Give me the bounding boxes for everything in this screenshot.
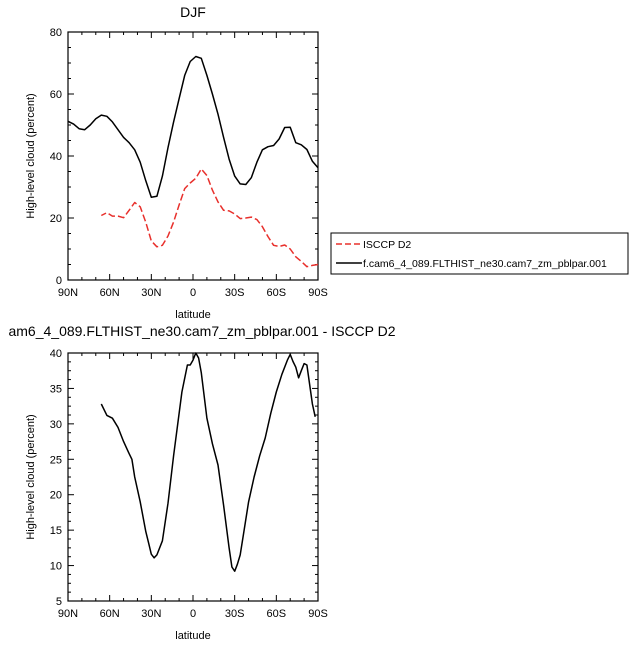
x-tick-label: 90S: [308, 287, 328, 299]
x-tick-label: 30N: [141, 608, 161, 620]
x-axis: 90N 60N 30N 0 30S 60S 90S: [58, 353, 328, 620]
x-tick-label: 90N: [58, 287, 78, 299]
x-axis-title: latitude: [175, 630, 210, 642]
y-tick-label: 60: [50, 89, 62, 101]
y-tick-label: 35: [50, 383, 62, 395]
plot-frame: [67, 352, 319, 602]
y-axis: 0 20 40 60 80: [50, 27, 318, 287]
x-tick-label: 0: [190, 608, 196, 620]
chart-panel-bottom: am6_4_089.FLTHIST_ne30.cam7_zm_pblpar.00…: [8, 323, 395, 642]
series-line-model: [67, 55, 319, 198]
y-tick-label: 25: [50, 454, 62, 466]
y-tick-label: 0: [56, 275, 62, 287]
x-tick-label: 60N: [100, 608, 120, 620]
y-tick-label: 5: [56, 596, 62, 608]
x-tick-label: 30S: [225, 287, 245, 299]
series-layer: [67, 55, 319, 268]
x-tick-label: 30N: [141, 287, 161, 299]
y-tick-label: 20: [50, 213, 62, 225]
series-line-isccp: [100, 168, 319, 268]
x-tick-label: 90N: [58, 608, 78, 620]
y-tick-label: 40: [50, 348, 62, 360]
y-tick-label: 20: [50, 490, 62, 502]
y-axis: 5 10 15 20 25 30 35 40: [50, 348, 318, 608]
y-tick-label: 15: [50, 525, 62, 537]
chart-panel-top: DJF 0 20 40 60 80 90N 60N 30N 0 30S 60S 90S latitu…: [25, 4, 328, 321]
y-tick-label: 40: [50, 151, 62, 163]
series-line-difference: [100, 352, 316, 572]
chart-title: DJF: [180, 4, 206, 20]
x-tick-label: 60S: [267, 287, 287, 299]
x-tick-label: 30S: [225, 608, 245, 620]
plot-frame: [67, 31, 319, 281]
x-tick-label: 90S: [308, 608, 328, 620]
x-tick-label: 0: [190, 287, 196, 299]
x-axis: 90N 60N 30N 0 30S 60S 90S: [58, 32, 328, 299]
y-tick-label: 10: [50, 561, 62, 573]
x-tick-label: 60N: [100, 287, 120, 299]
y-axis-title: High-level cloud (percent): [25, 414, 37, 539]
x-axis-title: latitude: [175, 309, 210, 321]
legend-label-model: f.cam6_4_089.FLTHIST_ne30.cam7_zm_pblpar…: [363, 258, 607, 270]
chart-title: am6_4_089.FLTHIST_ne30.cam7_zm_pblpar.00…: [8, 323, 395, 339]
series-layer: [100, 352, 316, 572]
legend-label-isccp: ISCCP D2: [363, 239, 411, 251]
legend: ISCCP D2 f.cam6_4_089.FLTHIST_ne30.cam7_…: [330, 232, 629, 275]
x-tick-label: 60S: [267, 608, 287, 620]
y-tick-label: 80: [50, 27, 62, 39]
legend-box: [330, 232, 629, 275]
y-tick-label: 30: [50, 419, 62, 431]
y-axis-title: High-level cloud (percent): [25, 93, 37, 218]
